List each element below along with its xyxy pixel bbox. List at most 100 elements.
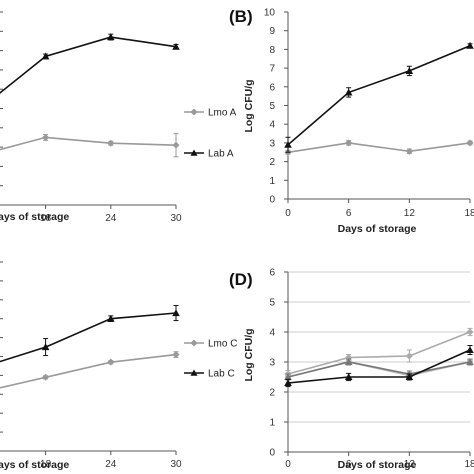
series-lab-c	[0, 304, 180, 363]
y-tick-label: 0	[269, 195, 275, 206]
data-point	[107, 33, 115, 41]
data-point	[41, 52, 50, 60]
legend-label: Lab C	[208, 369, 235, 380]
data-point	[344, 358, 353, 366]
x-tick-label: 6	[346, 459, 352, 470]
data-point	[107, 314, 115, 322]
legend-label: Lmo A	[208, 108, 237, 119]
y-axis-title: Log CFU/g	[243, 79, 255, 132]
y-tick-label: 4	[269, 328, 275, 339]
panel-c: 18 24 30 ays of storage Lmo C Lab C	[0, 261, 237, 471]
x-tick-label: 12	[404, 208, 416, 219]
y-tick-label: 10	[264, 8, 276, 19]
y-tick-label: 2	[269, 388, 275, 399]
x-tick-label: 18	[40, 459, 52, 470]
y-tick-label: 5	[269, 298, 275, 309]
series-line	[287, 349, 471, 384]
data-point	[172, 42, 180, 50]
series-line	[0, 136, 177, 151]
series-line	[287, 142, 471, 154]
y-tick-label: 2	[269, 157, 275, 168]
x-tick-label: 18	[40, 213, 52, 224]
x-tick-label: 30	[170, 459, 182, 470]
legend-marker	[190, 369, 198, 376]
y-tick-label: 3	[269, 138, 275, 149]
panel-a: 18 24 30 ays of storage Lmo A Lab A	[0, 11, 237, 224]
data-point	[405, 67, 414, 74]
legend-marker	[190, 149, 198, 156]
data-point	[284, 140, 292, 148]
panel-label: (B)	[229, 7, 253, 26]
panel-label: (D)	[229, 270, 253, 289]
x-tick-label: 30	[170, 213, 182, 224]
data-point	[284, 379, 292, 387]
data-point	[344, 373, 353, 381]
y-tick-label: 8	[269, 45, 275, 56]
y-tick-label: 6	[269, 268, 275, 279]
series-line	[0, 353, 177, 389]
x-tick-label: 0	[285, 459, 291, 470]
y-tick-label: 4	[269, 120, 275, 131]
y-tick-label: 0	[269, 448, 275, 459]
legend-entry: Lab C	[184, 369, 235, 380]
y-tick-label: 6	[269, 82, 275, 93]
series-line	[287, 44, 471, 146]
y-tick-label: 1	[269, 176, 275, 187]
data-point	[172, 141, 180, 149]
data-point	[405, 352, 413, 360]
y-tick-label: 7	[269, 64, 275, 75]
series-lmo-c	[0, 351, 180, 389]
legend-entry: Lmo A	[184, 108, 237, 119]
series-lab-a	[0, 33, 180, 94]
x-axis-title: Days of storage	[338, 459, 417, 471]
x-axis-title: Days of storage	[338, 223, 417, 235]
data-point	[284, 373, 292, 381]
data-point	[345, 139, 353, 147]
data-point	[405, 373, 414, 381]
y-tick-label: 5	[269, 101, 275, 112]
x-tick-label: 6	[346, 208, 352, 219]
series-line	[0, 312, 177, 363]
series-lmo-a	[0, 133, 180, 158]
data-point	[107, 139, 115, 147]
y-tick-label: 3	[269, 358, 275, 369]
data-point	[172, 351, 180, 359]
data-point	[405, 147, 413, 155]
legend-label: Lmo C	[208, 339, 237, 350]
series-1	[284, 139, 474, 156]
x-axis-title: ays of storage	[0, 459, 69, 471]
y-axis-title: Log CFU/g	[243, 328, 255, 381]
data-point	[42, 373, 50, 381]
data-point	[466, 346, 474, 354]
y-tick-label: 1	[269, 418, 275, 429]
legend-label: Lab A	[208, 149, 234, 160]
data-point	[41, 343, 50, 351]
x-tick-label: 18	[464, 459, 474, 470]
x-tick-label: 24	[105, 459, 117, 470]
data-point	[344, 88, 353, 96]
data-point	[172, 309, 180, 317]
data-point	[107, 358, 115, 366]
series-line	[287, 331, 471, 375]
data-point	[466, 328, 474, 336]
series-line	[0, 36, 177, 94]
x-tick-label: 0	[285, 208, 291, 219]
legend-marker	[190, 339, 198, 347]
legend-entry: Lab A	[184, 149, 234, 160]
x-tick-label: 12	[404, 459, 416, 470]
series-2	[284, 41, 474, 153]
series-line	[287, 361, 471, 378]
legend-marker	[190, 108, 198, 116]
series-4	[284, 345, 474, 388]
legend-entry: Lmo C	[184, 339, 237, 350]
y-tick-label: 9	[269, 26, 275, 37]
data-point	[466, 139, 474, 147]
x-tick-label: 24	[105, 213, 117, 224]
x-axis-title: ays of storage	[0, 211, 69, 223]
data-point	[466, 358, 474, 366]
x-tick-label: 18	[464, 208, 474, 219]
data-point	[42, 133, 50, 141]
